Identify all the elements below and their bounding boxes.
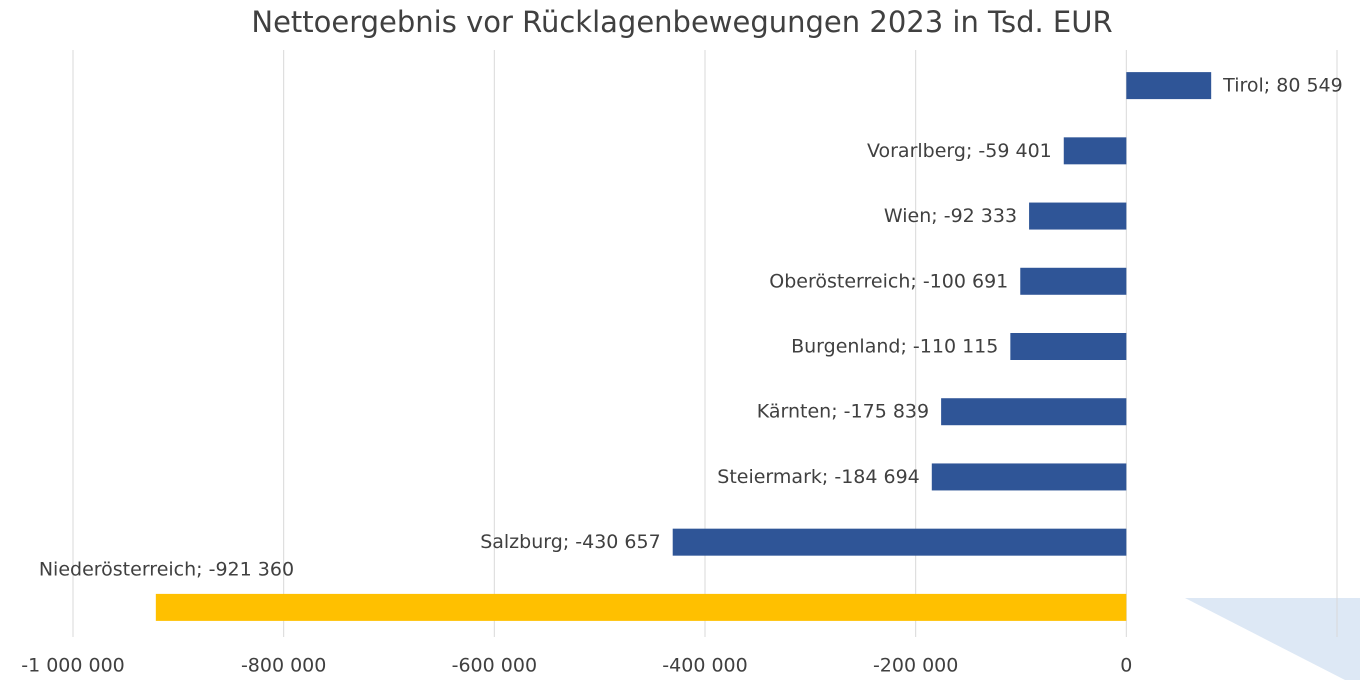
x-tick-label: -1 000 000 — [21, 655, 125, 677]
data-label: Kärnten; -175 839 — [757, 400, 929, 422]
bar — [1010, 333, 1127, 360]
data-label: Tirol; 80 549 — [1222, 74, 1343, 96]
bar — [1029, 202, 1127, 230]
label-separator: ; — [931, 205, 943, 227]
label-separator: ; — [563, 531, 575, 553]
label-separator: ; — [966, 139, 978, 161]
bar — [672, 528, 1127, 556]
data-label: Salzburg; -430 657 — [480, 531, 661, 553]
data-label: Niederösterreich; -921 360 — [39, 558, 294, 580]
x-tick-label: -400 000 — [662, 655, 747, 677]
decoration — [1185, 598, 1360, 680]
bar — [1063, 137, 1127, 165]
category-label: Kärnten — [757, 400, 831, 422]
label-separator: ; — [822, 465, 834, 487]
value-label: -100 691 — [923, 270, 1008, 292]
category-label: Vorarlberg — [867, 139, 966, 161]
x-tick-label: 0 — [1120, 655, 1132, 677]
chart-title: Nettoergebnis vor Rücklagenbewegungen 20… — [251, 5, 1112, 39]
bar — [155, 593, 1127, 621]
category-label: Wien — [884, 205, 931, 227]
category-label: Steiermark — [717, 465, 822, 487]
value-label: -110 115 — [913, 335, 998, 357]
label-separator: ; — [196, 558, 208, 580]
category-label: Niederösterreich — [39, 558, 196, 580]
data-label: Steiermark; -184 694 — [717, 465, 920, 487]
value-label: 80 549 — [1276, 74, 1342, 96]
category-label: Oberösterreich — [769, 270, 910, 292]
bar — [1126, 72, 1212, 100]
category-label: Burgenland — [791, 335, 900, 357]
bar — [941, 398, 1127, 426]
data-label: Wien; -92 333 — [884, 205, 1017, 227]
x-tick-label: -200 000 — [873, 655, 958, 677]
label-separator: ; — [910, 270, 922, 292]
x-tick-label: -600 000 — [452, 655, 537, 677]
category-label: Tirol — [1222, 74, 1264, 96]
bar — [931, 463, 1127, 491]
data-label: Oberösterreich; -100 691 — [769, 270, 1008, 292]
x-tick-label: -800 000 — [241, 655, 326, 677]
data-label: Burgenland; -110 115 — [791, 335, 998, 357]
label-separator: ; — [900, 335, 912, 357]
value-label: -175 839 — [844, 400, 929, 422]
value-label: -59 401 — [978, 139, 1051, 161]
bar — [1020, 267, 1127, 295]
data-label: Vorarlberg; -59 401 — [867, 139, 1052, 161]
value-label: -921 360 — [209, 558, 294, 580]
label-separator: ; — [1264, 74, 1276, 96]
value-label: -184 694 — [834, 465, 919, 487]
value-label: -430 657 — [575, 531, 660, 553]
label-separator: ; — [831, 400, 843, 422]
value-label: -92 333 — [944, 205, 1017, 227]
category-label: Salzburg — [480, 531, 563, 553]
